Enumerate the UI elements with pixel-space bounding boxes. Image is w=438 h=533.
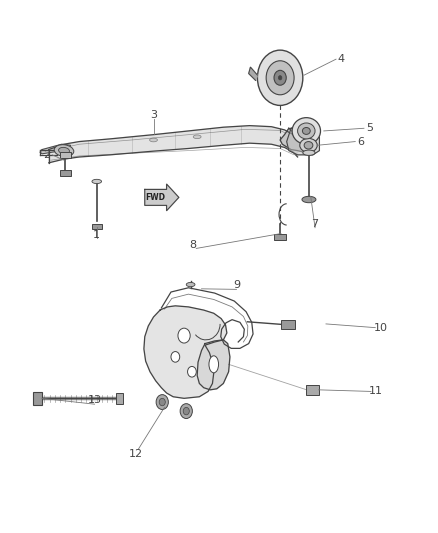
Text: 1: 1 (93, 230, 100, 240)
Polygon shape (145, 184, 179, 211)
Ellipse shape (193, 135, 201, 139)
Ellipse shape (59, 148, 70, 154)
Text: 4: 4 (338, 54, 345, 64)
Text: 11: 11 (369, 386, 383, 397)
Ellipse shape (304, 142, 313, 149)
Circle shape (183, 407, 189, 415)
Ellipse shape (300, 139, 317, 152)
FancyBboxPatch shape (281, 320, 294, 329)
FancyBboxPatch shape (116, 393, 124, 403)
Text: 8: 8 (189, 240, 196, 250)
Circle shape (187, 367, 196, 377)
Circle shape (159, 398, 165, 406)
Circle shape (274, 70, 286, 85)
Text: 3: 3 (150, 110, 157, 120)
Circle shape (178, 328, 190, 343)
Text: FWD: FWD (146, 193, 166, 202)
Polygon shape (249, 67, 258, 80)
FancyBboxPatch shape (92, 224, 102, 229)
Text: 2: 2 (43, 150, 50, 160)
Text: 5: 5 (366, 123, 373, 133)
FancyBboxPatch shape (32, 392, 42, 405)
Ellipse shape (150, 138, 157, 142)
Text: 12: 12 (129, 449, 143, 458)
FancyBboxPatch shape (60, 152, 71, 158)
FancyBboxPatch shape (60, 169, 71, 176)
Ellipse shape (302, 127, 310, 134)
Text: 7: 7 (311, 219, 318, 229)
Ellipse shape (297, 123, 315, 139)
FancyBboxPatch shape (275, 233, 286, 240)
Text: 10: 10 (374, 322, 388, 333)
Circle shape (156, 394, 168, 409)
Circle shape (279, 76, 282, 80)
Polygon shape (280, 128, 315, 152)
Circle shape (266, 61, 294, 95)
Ellipse shape (292, 118, 321, 144)
Ellipse shape (186, 282, 195, 287)
Circle shape (258, 50, 303, 106)
Polygon shape (287, 126, 319, 155)
Polygon shape (197, 340, 230, 390)
Ellipse shape (302, 196, 316, 203)
Polygon shape (49, 126, 297, 163)
Text: 9: 9 (233, 280, 240, 290)
Ellipse shape (303, 150, 315, 156)
Ellipse shape (54, 144, 74, 157)
Polygon shape (40, 144, 71, 154)
Text: 6: 6 (357, 136, 364, 147)
Circle shape (171, 352, 180, 362)
Polygon shape (144, 306, 227, 398)
Text: 13: 13 (88, 395, 102, 406)
Circle shape (180, 403, 192, 418)
FancyBboxPatch shape (306, 384, 318, 395)
Ellipse shape (209, 356, 219, 373)
Ellipse shape (92, 179, 102, 183)
